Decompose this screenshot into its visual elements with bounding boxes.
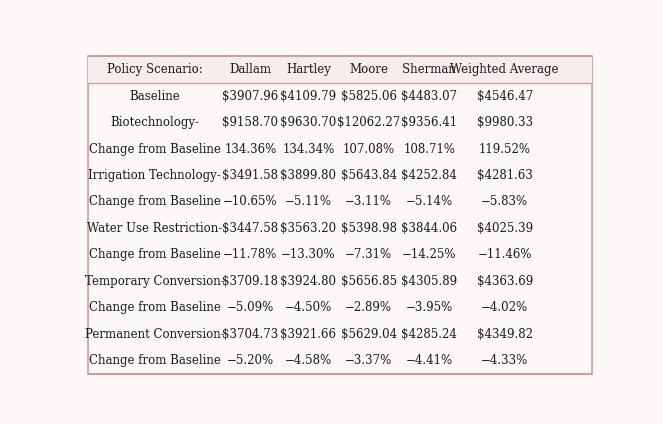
Text: Baseline: Baseline [129,89,180,103]
Text: −4.02%: −4.02% [481,301,528,315]
Text: −4.41%: −4.41% [406,354,453,367]
Text: $3844.06: $3844.06 [401,222,457,235]
Text: −14.25%: −14.25% [402,248,456,262]
Text: Irrigation Technology-: Irrigation Technology- [88,169,221,182]
Text: $5825.06: $5825.06 [341,89,396,103]
Text: −5.09%: −5.09% [227,301,274,315]
Text: −10.65%: −10.65% [223,195,278,209]
Text: $5629.04: $5629.04 [341,328,396,341]
Bar [88,56,591,83]
Text: $4281.63: $4281.63 [477,169,532,182]
Text: 107.08%: 107.08% [343,142,394,156]
Text: $4305.89: $4305.89 [401,275,457,288]
Text: 119.52%: 119.52% [479,142,530,156]
Text: $5643.84: $5643.84 [341,169,396,182]
Text: Permanent Conversion-: Permanent Conversion- [85,328,225,341]
Text: $4109.79: $4109.79 [280,89,336,103]
Text: −5.20%: −5.20% [227,354,274,367]
Text: −13.30%: −13.30% [281,248,335,262]
Text: $3921.66: $3921.66 [280,328,336,341]
Text: Change from Baseline: Change from Baseline [89,248,221,262]
Text: 134.36%: 134.36% [224,142,276,156]
Text: $3899.80: $3899.80 [280,169,336,182]
Text: −4.33%: −4.33% [481,354,528,367]
Text: Weighted Average: Weighted Average [450,63,559,76]
Text: $4025.39: $4025.39 [477,222,533,235]
Text: Change from Baseline: Change from Baseline [89,142,221,156]
Text: $5398.98: $5398.98 [341,222,396,235]
Text: Change from Baseline: Change from Baseline [89,354,221,367]
Text: $9158.70: $9158.70 [222,116,278,129]
Text: $4252.84: $4252.84 [401,169,457,182]
Text: Water Use Restriction-: Water Use Restriction- [87,222,222,235]
Text: −5.14%: −5.14% [406,195,453,209]
Text: −11.46%: −11.46% [477,248,532,262]
Text: −3.37%: −3.37% [345,354,392,367]
Text: 108.71%: 108.71% [403,142,455,156]
Text: $9356.41: $9356.41 [401,116,457,129]
Text: −3.95%: −3.95% [406,301,453,315]
Text: $4483.07: $4483.07 [401,89,457,103]
Text: −3.11%: −3.11% [345,195,392,209]
Text: $3924.80: $3924.80 [280,275,336,288]
Text: −5.83%: −5.83% [481,195,528,209]
Text: $4546.47: $4546.47 [477,89,533,103]
Text: Change from Baseline: Change from Baseline [89,195,221,209]
Text: $12062.27: $12062.27 [337,116,400,129]
Text: $3704.73: $3704.73 [222,328,278,341]
Text: $4363.69: $4363.69 [477,275,533,288]
Text: Moore: Moore [349,63,389,76]
Text: 134.34%: 134.34% [282,142,334,156]
Text: −4.50%: −4.50% [284,301,332,315]
Text: −11.78%: −11.78% [223,248,278,262]
Text: Dallam: Dallam [229,63,271,76]
Text: Change from Baseline: Change from Baseline [89,301,221,315]
Text: −7.31%: −7.31% [345,248,392,262]
Text: −4.58%: −4.58% [284,354,332,367]
Text: Sherman: Sherman [402,63,456,76]
Text: Temporary Conversion-: Temporary Conversion- [85,275,225,288]
Text: $4349.82: $4349.82 [477,328,532,341]
Text: Biotechnology-: Biotechnology- [110,116,200,129]
Text: $3709.18: $3709.18 [222,275,278,288]
Text: $4285.24: $4285.24 [401,328,457,341]
Text: −2.89%: −2.89% [345,301,392,315]
Text: $9630.70: $9630.70 [280,116,336,129]
Text: Policy Scenario:: Policy Scenario: [107,63,203,76]
Text: $3907.96: $3907.96 [222,89,278,103]
Text: $9980.33: $9980.33 [477,116,533,129]
Text: Hartley: Hartley [286,63,331,76]
Text: $3447.58: $3447.58 [222,222,278,235]
Text: $5656.85: $5656.85 [341,275,396,288]
Text: −5.11%: −5.11% [285,195,332,209]
Text: $3491.58: $3491.58 [222,169,278,182]
Text: $3563.20: $3563.20 [280,222,336,235]
